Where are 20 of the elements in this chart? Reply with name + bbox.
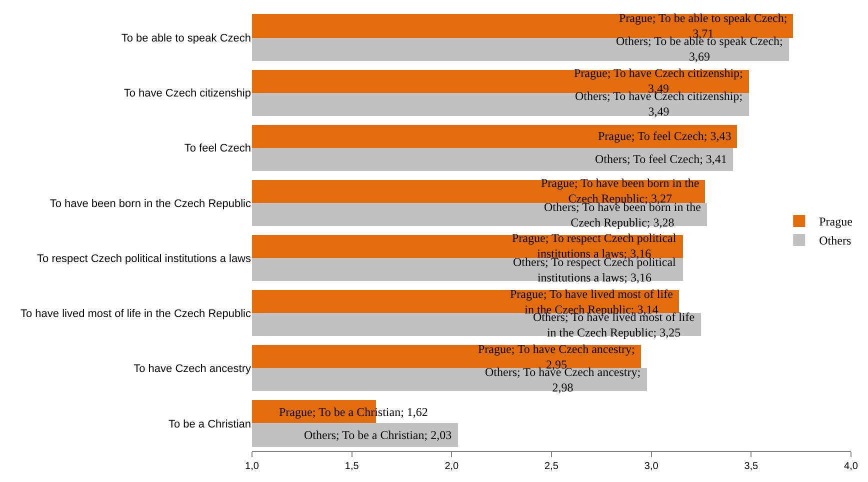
- y-tick-label: To have Czech ancestry: [134, 363, 252, 376]
- y-tick-label: To have been born in the Czech Republic: [50, 198, 252, 210]
- legend-label: Others: [819, 234, 852, 248]
- x-tick-label: 1,0: [245, 461, 260, 472]
- data-label: Others; To feel Czech; 3,41: [595, 152, 727, 166]
- x-tick-label: 4,0: [844, 461, 858, 472]
- legend-label: Prague: [819, 214, 852, 229]
- data-label: Prague; To feel Czech; 3,43: [598, 129, 732, 143]
- y-tick-label: To feel Czech: [184, 142, 251, 155]
- x-tick-label: 3,0: [644, 461, 659, 472]
- x-tick-label: 2,0: [444, 461, 460, 472]
- data-label: Others; To be a Christian; 2,03: [304, 428, 452, 442]
- y-tick-label: To be a Christian: [168, 418, 251, 430]
- y-tick-label: To be able to speak Czech: [121, 32, 251, 44]
- x-tick-label: 2,5: [544, 461, 559, 472]
- y-tick-label: To have lived most of life in the Czech Republic: [20, 308, 252, 320]
- x-tick-label: 1,5: [344, 461, 360, 472]
- y-tick-label: To have Czech citizenship: [124, 88, 251, 100]
- y-tick-label: To respect Czech political institutions a laws: [37, 252, 252, 265]
- x-tick-label: 3,5: [744, 461, 759, 472]
